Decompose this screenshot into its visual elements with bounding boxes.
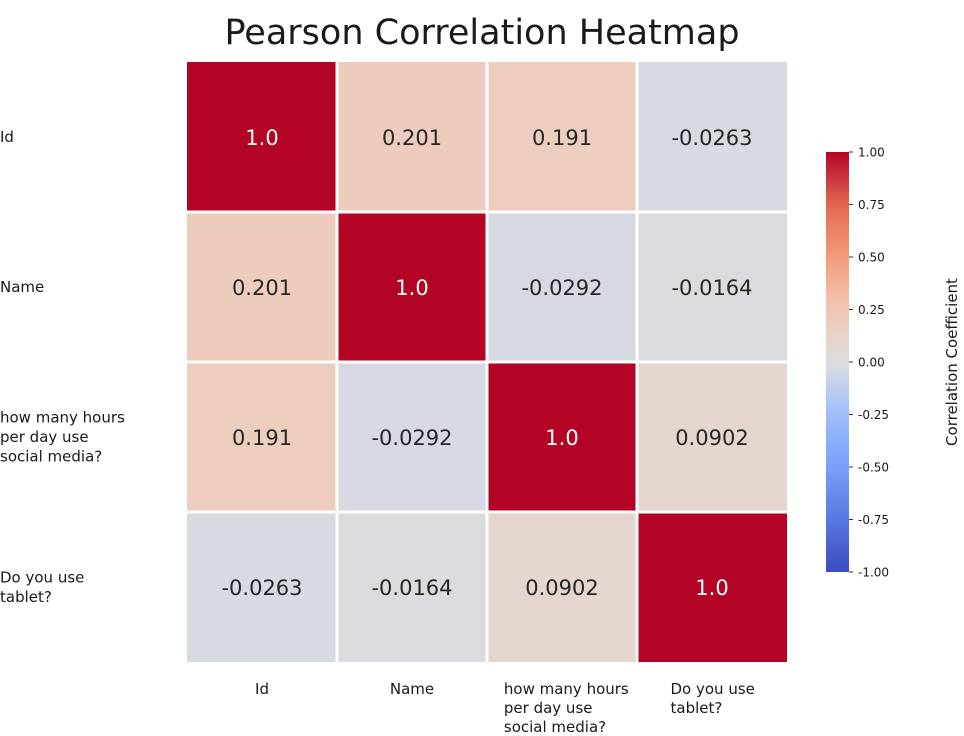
heatmap-cell	[488, 363, 636, 511]
colorbar-tick-label: -0.75	[858, 513, 889, 527]
colorbar-tick-label: -1.00	[858, 566, 889, 580]
heatmap-cell	[488, 213, 636, 361]
heatmap-cell	[338, 363, 486, 511]
cell-value-label: 1.0	[545, 426, 578, 450]
cell-value-label: 1.0	[395, 276, 428, 300]
cell-value-label: 0.201	[382, 126, 442, 150]
row-label: Name	[0, 278, 44, 296]
colorbar-tick-label: 0.25	[858, 303, 885, 317]
cell-value-label: -0.0164	[371, 576, 452, 600]
cell-value-label: 1.0	[695, 576, 728, 600]
colorbar-gradient	[826, 152, 849, 572]
heatmap-cell	[638, 213, 787, 361]
heatmap-cell	[638, 62, 787, 211]
colorbar-tick-label: 0.75	[858, 198, 885, 212]
colorbar: 1.00 0.75 0.50 0.25 0.00 -0.25 -0.50 -0.75 -1.00…	[826, 146, 961, 580]
row-labels: Id Name how many hours per day use social me…	[0, 128, 125, 606]
heatmap-cell	[338, 62, 486, 211]
heatmap-cell	[338, 213, 486, 361]
heatmap-cell	[187, 62, 336, 211]
cell-value-label: -0.0263	[671, 126, 752, 150]
heatmap-cell	[488, 513, 636, 662]
column-label: how many hours per day use social media?	[504, 680, 629, 736]
heatmap-cell	[187, 513, 336, 662]
column-label: Id	[255, 680, 269, 698]
colorbar-tick-label: -0.25	[858, 408, 889, 422]
chart-title: Pearson Correlation Heatmap	[224, 13, 739, 53]
cell-value-label: 0.0902	[675, 426, 748, 450]
heatmap-grid: 1.0 0.201 0.191 -0.0263 0.201 1.0 -0.0292 -0.01…	[187, 62, 787, 662]
row-label: Id	[0, 128, 14, 146]
heatmap-cell	[187, 363, 336, 511]
column-labels: Id Name how many hours per day use social me…	[255, 680, 755, 736]
cell-value-label: 0.191	[532, 126, 592, 150]
colorbar-tick-label: 0.50	[858, 251, 885, 265]
heatmap-cell	[338, 513, 486, 662]
colorbar-label: Correlation Coefficient	[943, 278, 961, 446]
cell-value-label: -0.0292	[371, 426, 452, 450]
colorbar-tick-label: -0.50	[858, 461, 889, 475]
cell-value-label: 1.0	[245, 126, 278, 150]
row-label: Do you use tablet?	[0, 568, 84, 606]
column-label: Do you use tablet?	[671, 680, 755, 717]
row-label: how many hours per day use social media?	[0, 409, 125, 466]
cell-value-label: 0.201	[232, 276, 292, 300]
colorbar-tick-label: 1.00	[858, 146, 885, 160]
cell-value-label: -0.0263	[221, 576, 302, 600]
cell-value-label: -0.0164	[671, 276, 752, 300]
colorbar-tick-label: 0.00	[858, 356, 885, 370]
cell-value-label: 0.0902	[525, 576, 598, 600]
cell-value-label: 0.191	[232, 426, 292, 450]
cell-value-label: -0.0292	[521, 276, 602, 300]
heatmap-cell	[488, 62, 636, 211]
heatmap-cell	[638, 513, 787, 662]
heatmap-cell	[187, 213, 336, 361]
column-label: Name	[390, 680, 434, 698]
heatmap-cell	[638, 363, 787, 511]
